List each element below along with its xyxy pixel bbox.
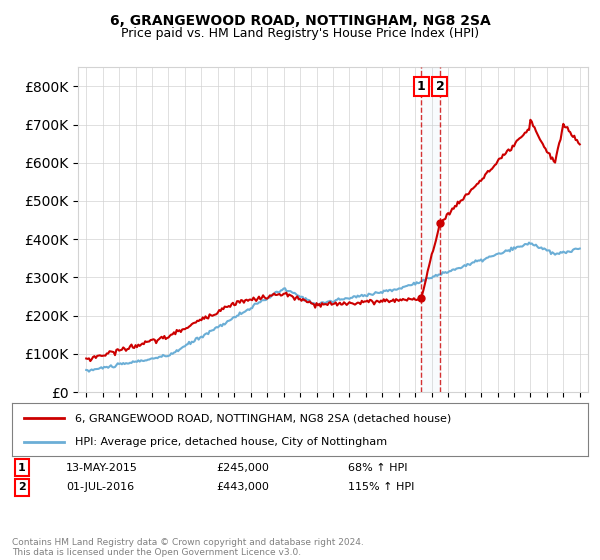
Text: 6, GRANGEWOOD ROAD, NOTTINGHAM, NG8 2SA (detached house): 6, GRANGEWOOD ROAD, NOTTINGHAM, NG8 2SA …: [76, 413, 452, 423]
Text: 01-JUL-2016: 01-JUL-2016: [66, 482, 134, 492]
Text: Contains HM Land Registry data © Crown copyright and database right 2024.
This d: Contains HM Land Registry data © Crown c…: [12, 538, 364, 557]
Text: 1: 1: [417, 80, 426, 93]
Text: £245,000: £245,000: [216, 463, 269, 473]
Text: 1: 1: [18, 463, 26, 473]
Text: 13-MAY-2015: 13-MAY-2015: [66, 463, 138, 473]
Text: 2: 2: [18, 482, 26, 492]
Text: 68% ↑ HPI: 68% ↑ HPI: [348, 463, 407, 473]
Text: £443,000: £443,000: [216, 482, 269, 492]
Bar: [421, 67, 440, 392]
Text: 2: 2: [436, 80, 445, 93]
Text: Price paid vs. HM Land Registry's House Price Index (HPI): Price paid vs. HM Land Registry's House …: [121, 27, 479, 40]
Text: 115% ↑ HPI: 115% ↑ HPI: [348, 482, 415, 492]
Text: HPI: Average price, detached house, City of Nottingham: HPI: Average price, detached house, City…: [76, 436, 388, 446]
Text: 6, GRANGEWOOD ROAD, NOTTINGHAM, NG8 2SA: 6, GRANGEWOOD ROAD, NOTTINGHAM, NG8 2SA: [110, 14, 490, 28]
